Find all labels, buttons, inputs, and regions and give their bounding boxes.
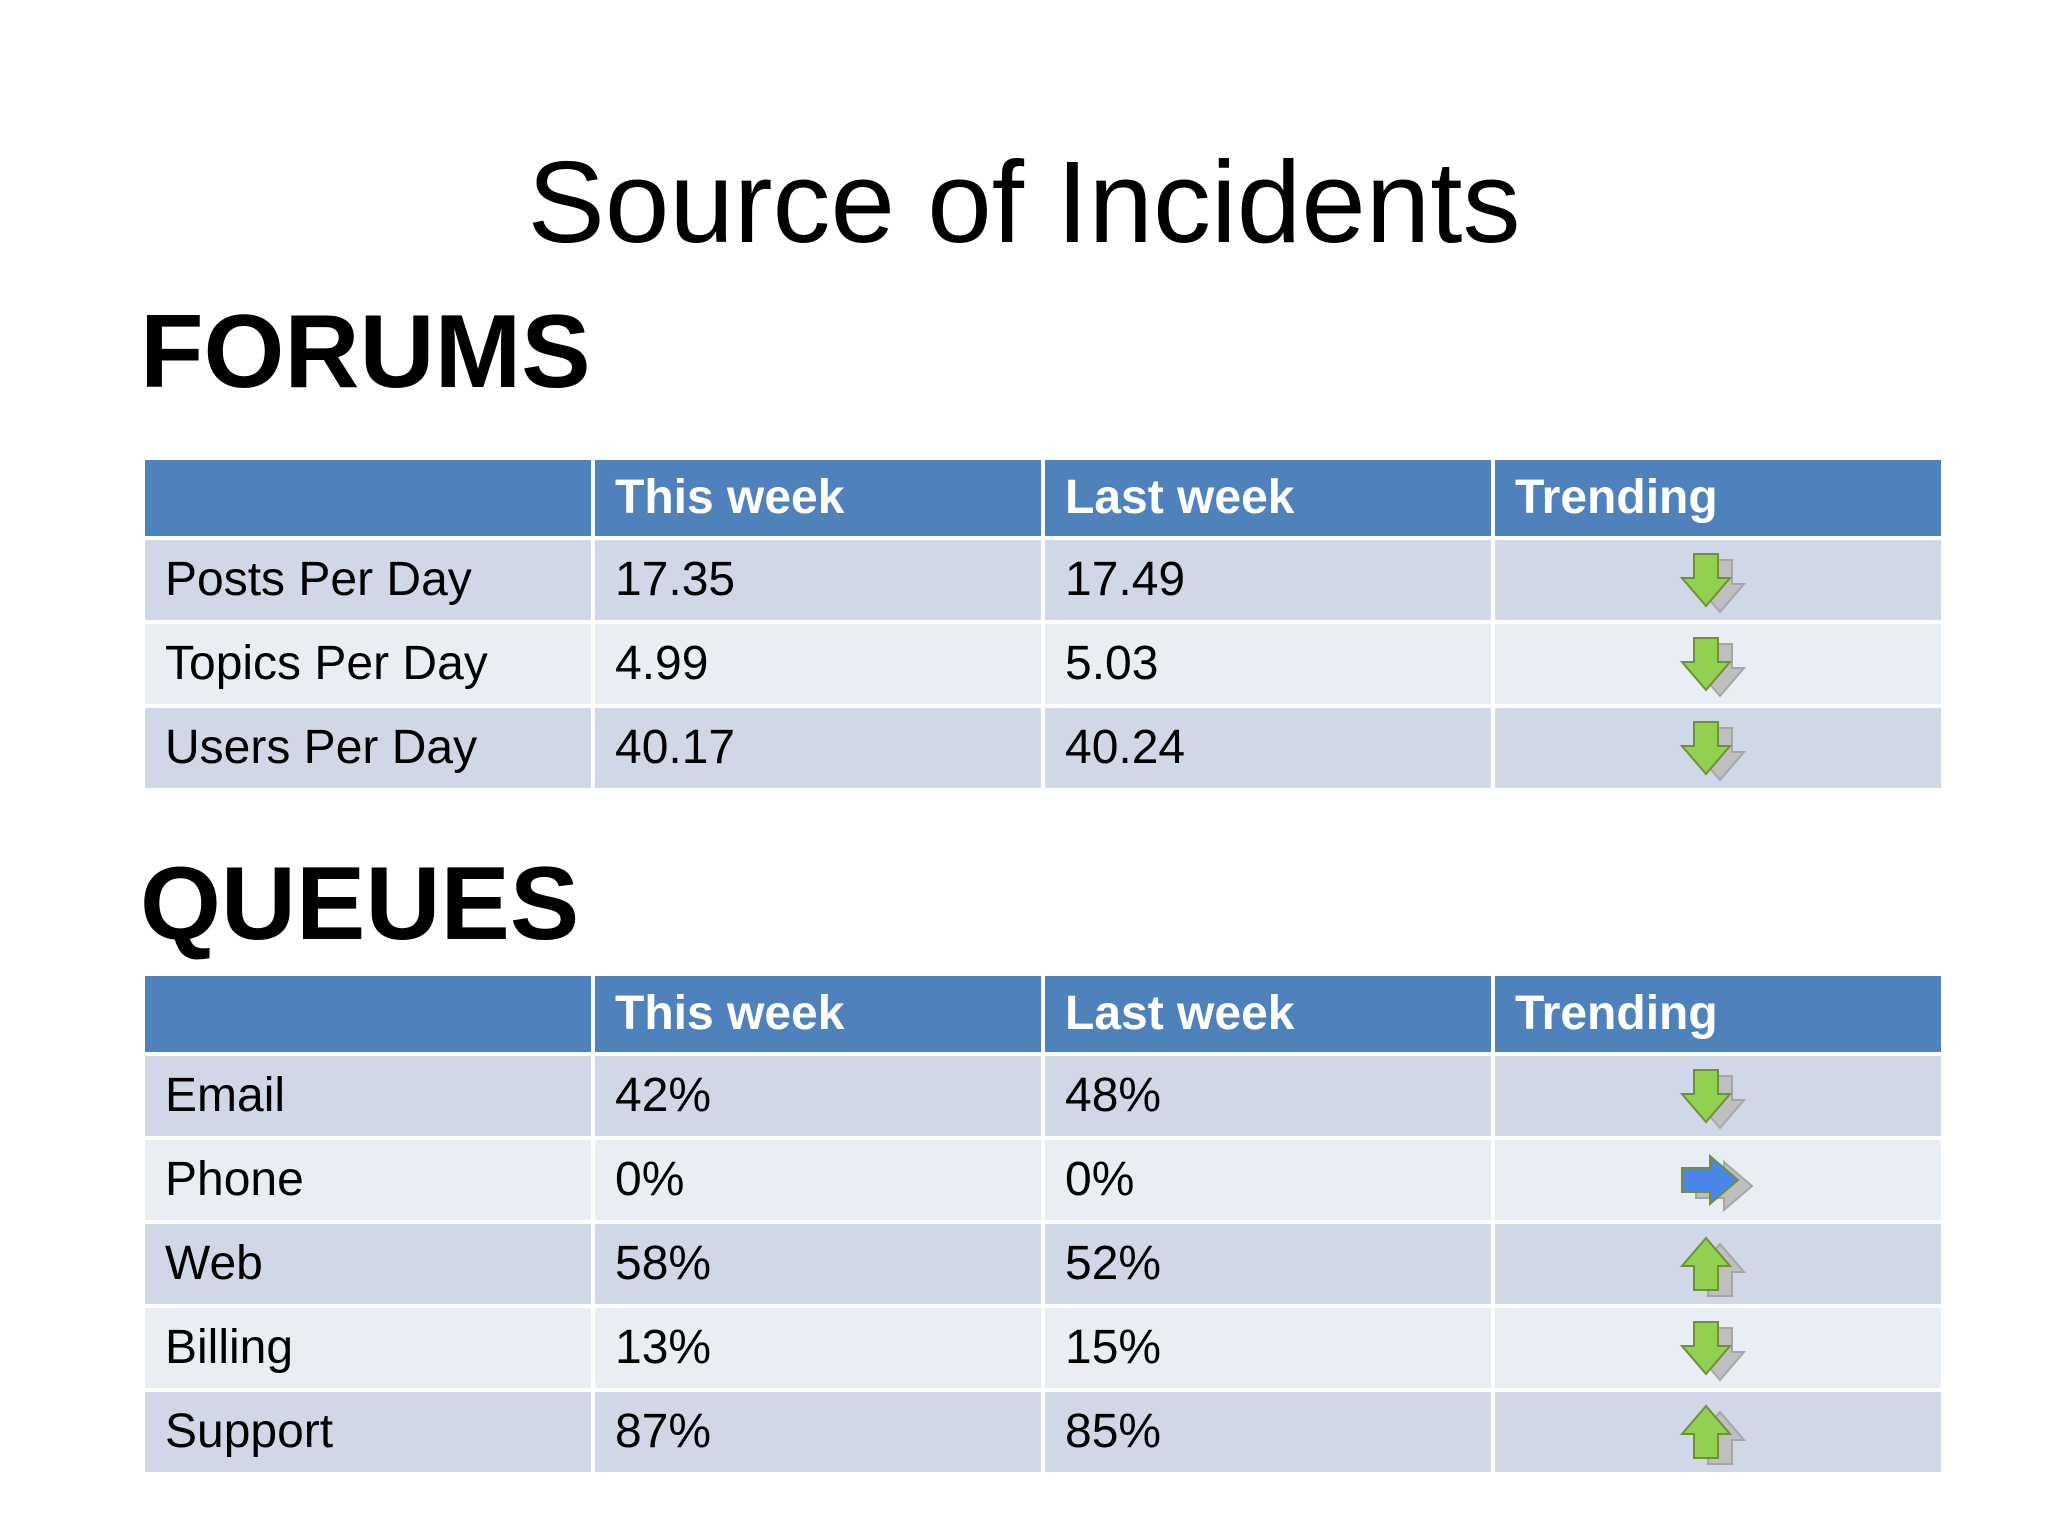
header-this-week: This week	[595, 460, 1041, 536]
right-arrow-icon	[1670, 1146, 1766, 1218]
this-week-value: 13%	[595, 1308, 1041, 1388]
header-trending: Trending	[1495, 460, 1941, 536]
up-arrow-icon	[1670, 1398, 1766, 1470]
row-label: Phone	[145, 1140, 591, 1220]
trend-cell	[1495, 540, 1941, 620]
last-week-value: 52%	[1045, 1224, 1491, 1304]
trend-cell	[1495, 1392, 1941, 1472]
row-label: Support	[145, 1392, 591, 1472]
header-trending: Trending	[1495, 976, 1941, 1052]
trend-cell	[1495, 1056, 1941, 1136]
table-row: Email 42% 48%	[145, 1056, 1941, 1136]
header-empty	[145, 976, 591, 1052]
trend-cell	[1495, 1140, 1941, 1220]
this-week-value: 40.17	[595, 708, 1041, 788]
slide-title: Source of Incidents	[527, 137, 1521, 267]
forums-heading: FORUMS	[140, 294, 591, 410]
trend-cell	[1495, 1308, 1941, 1388]
this-week-value: 17.35	[595, 540, 1041, 620]
this-week-value: 58%	[595, 1224, 1041, 1304]
this-week-value: 87%	[595, 1392, 1041, 1472]
trend-cell	[1495, 1224, 1941, 1304]
table-row: Phone 0% 0%	[145, 1140, 1941, 1220]
table-row: Support 87% 85%	[145, 1392, 1941, 1472]
last-week-value: 40.24	[1045, 708, 1491, 788]
table-row: Web 58% 52%	[145, 1224, 1941, 1304]
down-arrow-icon	[1670, 1314, 1766, 1386]
down-arrow-icon	[1670, 546, 1766, 618]
row-label: Users Per Day	[145, 708, 591, 788]
down-arrow-icon	[1670, 630, 1766, 702]
queues-heading: QUEUES	[140, 846, 580, 962]
up-arrow-icon	[1670, 1230, 1766, 1302]
last-week-value: 15%	[1045, 1308, 1491, 1388]
trend-cell	[1495, 624, 1941, 704]
this-week-value: 4.99	[595, 624, 1041, 704]
last-week-value: 17.49	[1045, 540, 1491, 620]
last-week-value: 5.03	[1045, 624, 1491, 704]
table-row: Topics Per Day 4.99 5.03	[145, 624, 1941, 704]
down-arrow-icon	[1670, 1062, 1766, 1134]
header-last-week: Last week	[1045, 460, 1491, 536]
header-this-week: This week	[595, 976, 1041, 1052]
row-label: Posts Per Day	[145, 540, 591, 620]
down-arrow-icon	[1670, 714, 1766, 786]
trend-cell	[1495, 708, 1941, 788]
table-row: Posts Per Day 17.35 17.49	[145, 540, 1941, 620]
row-label: Web	[145, 1224, 591, 1304]
this-week-value: 42%	[595, 1056, 1041, 1136]
forums-table: This week Last week Trending Posts Per D…	[141, 456, 1945, 792]
row-label: Billing	[145, 1308, 591, 1388]
this-week-value: 0%	[595, 1140, 1041, 1220]
queues-table: This week Last week Trending Email 42% 4…	[141, 972, 1945, 1476]
header-last-week: Last week	[1045, 976, 1491, 1052]
header-empty	[145, 460, 591, 536]
table-header-row: This week Last week Trending	[145, 976, 1941, 1052]
last-week-value: 85%	[1045, 1392, 1491, 1472]
table-header-row: This week Last week Trending	[145, 460, 1941, 536]
row-label: Email	[145, 1056, 591, 1136]
last-week-value: 0%	[1045, 1140, 1491, 1220]
table-row: Billing 13% 15%	[145, 1308, 1941, 1388]
table-row: Users Per Day 40.17 40.24	[145, 708, 1941, 788]
last-week-value: 48%	[1045, 1056, 1491, 1136]
row-label: Topics Per Day	[145, 624, 591, 704]
